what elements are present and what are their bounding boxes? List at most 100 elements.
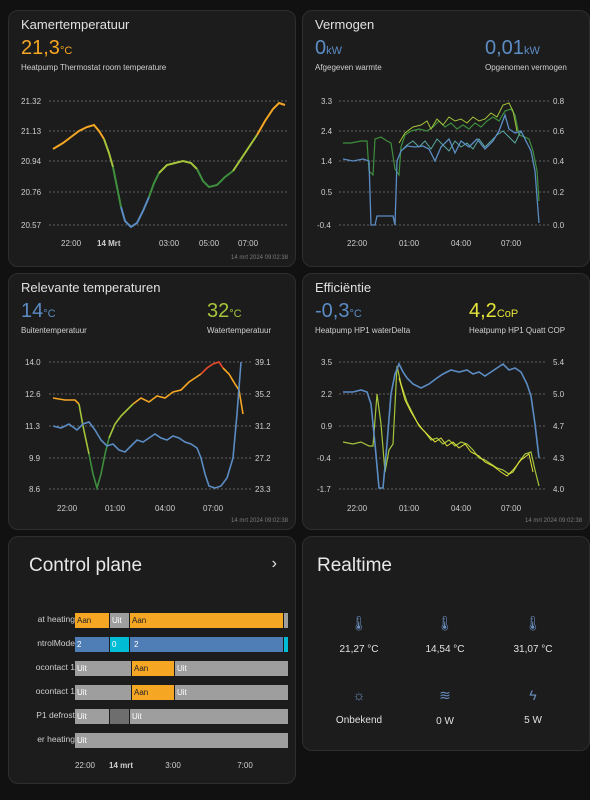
row-label: ocontact 1 [35,686,75,696]
realtime-item[interactable]: ☼ Onbekend [314,687,404,726]
y-tick-right: 0.4 [553,157,565,166]
realtime-value: 0 W [436,716,454,727]
control-plane-card[interactable]: Control plane › at heating Aan Uit Aan n… [8,536,296,784]
room-temperature-value: 21,3°C [21,37,73,59]
row-label: P1 defrost [36,710,75,720]
x-tick: 04:00 [155,504,176,513]
timeline-segment [110,709,129,724]
y-tick-right: 23.3 [255,485,271,494]
x-tick: 14 mrt [108,761,134,770]
realtime-item[interactable]: ϟ 5 W [488,687,578,726]
water-delta-value: -0,3°C [315,300,362,322]
y-tick-right: 0.6 [553,127,565,136]
x-tick: 22:00 [74,761,96,770]
x-tick: 05:00 [199,239,220,248]
x-tick: 22:00 [347,504,368,513]
timeline-segment: Aan [132,661,174,676]
x-tick: 22:00 [347,239,368,248]
y-tick: 21.32 [21,97,42,106]
row-label: er heating [37,734,75,744]
consumed-power-value: 0,01kW [485,37,540,59]
timeline-segment: Aan [75,613,109,628]
realtime-value: 31,07 °C [513,644,553,655]
y-tick-right: 5.0 [553,390,565,399]
thermometer-icon: 🌡︎ [524,615,542,631]
row-label: ocontact 1 [35,662,75,672]
temperatures-graph[interactable]: 14.0 12.6 11.3 9.9 8.6 39.1 35.2 31.2 27… [9,354,295,524]
timeline-segment: 2 [75,637,109,652]
realtime-item[interactable]: 🌡︎ 31,07 °C [488,615,578,655]
outdoor-temperature-label: Buitentemperatuur [21,326,87,335]
timeline-segment: Aan [130,613,283,628]
card-title: Realtime [317,555,392,576]
timeline-row[interactable]: Aan Uit Aan [75,613,288,628]
y-tick-left: 2.4 [321,127,333,136]
power-graph[interactable]: 3.3 2.4 1.4 0.5 -0.4 0.8 0.6 0.4 0.2 0.0… [303,91,589,261]
timeline-segment: 2 [132,637,283,652]
y-tick: 20.76 [21,188,42,197]
timeline-segment: Uit [130,709,288,724]
y-tick-left: 8.6 [29,485,41,494]
y-tick-right: 4.0 [553,485,565,494]
timeline-row[interactable]: Uit Aan Uit [75,661,288,676]
realtime-item[interactable]: 🌡︎ 21,27 °C [314,615,404,655]
consumed-power-label: Opgenomen vermogen [485,63,567,72]
relevante-temperaturen-card[interactable]: Relevante temperaturen 14°C Buitentemper… [8,273,296,530]
card-title: Control plane [29,555,143,576]
efficientie-card[interactable]: Efficiëntie -0,3°C Heatpump HP1 waterDel… [302,273,590,530]
timeline-segment: Aan [132,685,174,700]
x-tick: 07:00 [203,504,224,513]
vermogen-card[interactable]: Vermogen 0kW Afgegeven warmte 0,01kW Opg… [302,10,590,267]
y-tick-right: 31.2 [255,422,271,431]
timeline-row[interactable]: 2 0 2 [75,637,288,652]
efficiency-graph[interactable]: 3.5 2.2 0.9 -0.4 -1.7 5.4 5.0 4.7 4.3 4.… [303,354,589,524]
y-tick-right: 39.1 [255,358,271,367]
room-temperature-label: Heatpump Thermostat room temperature [21,63,167,72]
card-title: Kamertemperatuur [21,17,130,32]
y-tick-left: -0.4 [317,221,331,230]
timeline-segment: Uit [75,709,109,724]
y-tick-left: -1.7 [317,485,331,494]
outdoor-temperature-value: 14°C [21,300,56,322]
sun-snowflake-icon: ☼ [352,687,366,703]
realtime-item[interactable]: 🌡︎ 14,54 °C [400,615,490,655]
realtime-value: 5 W [524,715,542,726]
timeline-segment [284,613,288,628]
water-delta-label: Heatpump HP1 waterDelta [315,326,411,335]
cop-label: Heatpump HP1 Quatt COP [469,326,566,335]
water-temperature-value: 32°C [207,300,242,322]
realtime-card[interactable]: Realtime 🌡︎ 21,27 °C 🌡︎ 14,54 °C 🌡︎ 31,0… [302,536,590,751]
x-tick: 03:00 [159,239,180,248]
heat-waves-icon: ≋ [439,687,451,703]
delivered-heat-label: Afgegeven warmte [315,63,382,72]
timestamp: 14 mrt 2024 09:02:38 [525,518,583,524]
x-tick: 22:00 [57,504,78,513]
x-tick: 01:00 [105,504,126,513]
timeline-row[interactable]: Uit Aan Uit [75,685,288,700]
y-tick-right: 27.2 [255,454,271,463]
y-tick-left: 0.9 [321,422,333,431]
chevron-right-icon[interactable]: › [271,555,277,572]
timeline-row[interactable]: Uit Uit [75,709,288,724]
row-label: at heating [37,614,75,624]
y-tick-left: 3.3 [321,97,333,106]
timeline-segment [130,637,132,652]
realtime-value: 21,27 °C [339,644,379,655]
thermometer-icon: 🌡︎ [436,615,454,631]
realtime-value: 14,54 °C [425,644,465,655]
timeline-segment: Uit [175,685,288,700]
timeline-segment: Uit [110,613,129,628]
y-tick-left: 2.2 [321,390,333,399]
timeline-row[interactable]: Uit [75,733,288,748]
room-temperature-graph[interactable]: 21.32 21.13 20.94 20.76 20.57 22:00 14 M… [9,91,295,261]
kamertemperatuur-card[interactable]: Kamertemperatuur 21,3°C Heatpump Thermos… [8,10,296,267]
x-tick: 14 Mrt [97,239,121,248]
y-tick-left: -0.4 [317,454,331,463]
y-tick-right: 0.0 [553,221,565,230]
y-tick-right: 5.4 [553,358,565,367]
y-tick-left: 0.5 [321,188,333,197]
realtime-item[interactable]: ≋ 0 W [400,687,490,727]
row-label: ntrolMode [37,638,75,648]
timestamp: 14 mrt 2024 09:02:38 [231,518,289,524]
y-tick-right: 0.8 [553,97,565,106]
